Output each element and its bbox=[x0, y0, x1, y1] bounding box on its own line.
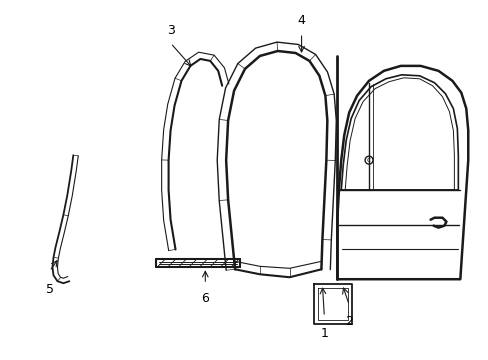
Text: 5: 5 bbox=[45, 283, 53, 296]
Text: 3: 3 bbox=[166, 24, 174, 37]
Text: 1: 1 bbox=[320, 327, 327, 340]
Text: 6: 6 bbox=[201, 292, 209, 305]
Text: 4: 4 bbox=[297, 14, 305, 27]
Text: 2: 2 bbox=[345, 315, 352, 328]
Text: c: c bbox=[366, 157, 370, 163]
